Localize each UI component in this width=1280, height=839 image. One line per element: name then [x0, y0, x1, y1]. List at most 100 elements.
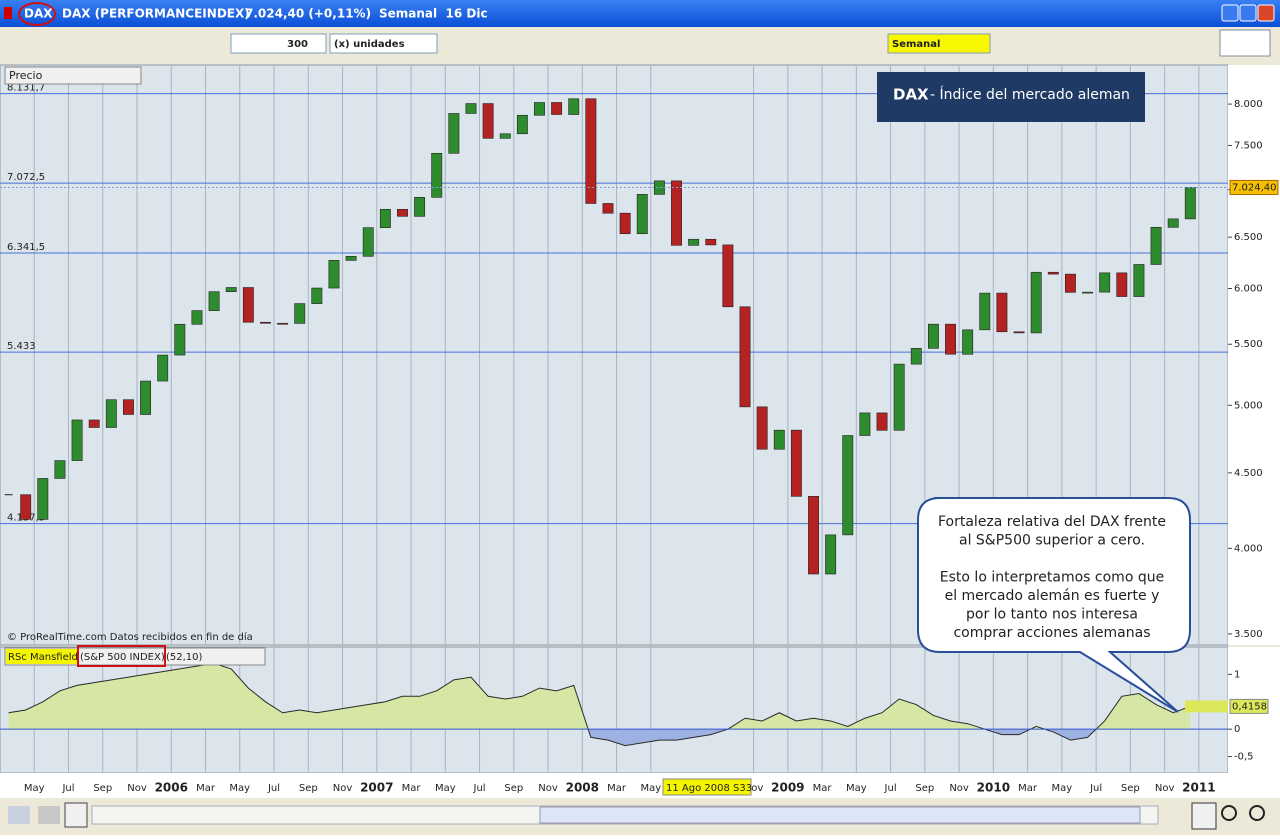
- rsc-last: 0,4158: [1232, 701, 1267, 712]
- candle: [20, 494, 32, 520]
- units-value: 300: [287, 39, 308, 50]
- candle: [1167, 218, 1179, 228]
- candle: [157, 354, 169, 382]
- callout-line: al S&P500 superior a cero.: [959, 533, 1145, 549]
- level-label: 7.072,5: [7, 172, 45, 183]
- candle: [842, 435, 854, 536]
- zoom-in-button[interactable]: [1249, 805, 1265, 821]
- candle: [619, 212, 631, 235]
- candle: [225, 287, 237, 292]
- symbol[interactable]: DAX: [24, 7, 53, 21]
- candle: [653, 180, 665, 195]
- x-tick-label: 2007: [360, 781, 393, 795]
- candle: [671, 180, 682, 246]
- candle: [311, 287, 323, 304]
- callout-line: Esto lo interpretamos como que: [940, 570, 1164, 586]
- y-tick-label: 5.000: [1234, 400, 1263, 411]
- callout: [917, 497, 1191, 713]
- title-bar: [0, 0, 1280, 27]
- candle: [722, 244, 734, 308]
- candle: [465, 103, 477, 114]
- x-tick-label: 2008: [566, 781, 599, 795]
- callout-line: Fortaleza relativa del DAX frente: [938, 514, 1166, 530]
- last-price-box: [1229, 179, 1279, 195]
- x-tick-label: Nov: [333, 783, 353, 794]
- candle: [174, 323, 186, 356]
- chart-type-button[interactable]: [1219, 29, 1271, 57]
- y-tick-label: 3.500: [1234, 629, 1263, 640]
- x-tick-label: 2011: [1182, 781, 1215, 795]
- annotation-box: [877, 72, 1145, 122]
- callout-line: el mercado alemán es fuerte y: [945, 588, 1160, 604]
- candle: [482, 103, 494, 139]
- candle: [362, 227, 374, 257]
- candle: [397, 208, 408, 217]
- candle: [105, 399, 117, 428]
- print-button[interactable]: [38, 806, 60, 824]
- x-tick-label: Nov: [949, 783, 969, 794]
- candle: [1099, 272, 1111, 293]
- close-button[interactable]: [1257, 4, 1275, 22]
- candle: [534, 102, 545, 116]
- x-tick-label: Mar: [196, 783, 216, 794]
- y-tick-label: 4.000: [1234, 543, 1263, 554]
- units-dropdown[interactable]: [329, 33, 438, 54]
- candle: [242, 287, 254, 323]
- timeframe-dropdown[interactable]: [887, 33, 991, 54]
- indicator-params: (52,10): [166, 652, 203, 663]
- candle: [88, 419, 100, 428]
- x-tick-label: Mar: [402, 783, 422, 794]
- candle: [140, 380, 152, 415]
- candle: [1150, 226, 1162, 265]
- x-tick-label: May: [435, 783, 456, 794]
- price-header: [4, 66, 142, 85]
- candle: [1133, 264, 1145, 297]
- minimize-button[interactable]: [1221, 4, 1239, 22]
- screenshot-button[interactable]: [8, 806, 30, 824]
- scroll-thumb[interactable]: [539, 806, 1141, 824]
- candle: [516, 114, 528, 135]
- candle: [1030, 271, 1042, 334]
- x-tick-label: May: [640, 783, 661, 794]
- candle: [688, 238, 700, 246]
- candle: [379, 208, 391, 228]
- x-tick-label: Jul: [473, 783, 486, 794]
- candle: [636, 194, 648, 235]
- candle: [893, 363, 905, 431]
- candle: [602, 203, 614, 214]
- cursor-button[interactable]: [64, 802, 88, 828]
- x-tick-label: Sep: [915, 783, 934, 794]
- x-tick-label: May: [229, 783, 250, 794]
- candle: [1064, 273, 1076, 293]
- price-axis: [1228, 65, 1280, 645]
- candle: [448, 113, 460, 154]
- candle: [551, 102, 563, 115]
- level-label: 8.131,7: [7, 83, 45, 94]
- zoom-fit-button[interactable]: [1191, 802, 1217, 830]
- zoom-out-button[interactable]: [1221, 805, 1237, 821]
- candle: [962, 329, 974, 355]
- indicator-reference: (S&P 500 INDEX): [80, 652, 165, 663]
- candle: [876, 412, 888, 431]
- candle: [71, 419, 83, 461]
- symbol-highlight: [18, 2, 56, 26]
- y-tick-label: -0,5: [1234, 752, 1254, 763]
- x-tick-label: Mar: [1018, 783, 1038, 794]
- level-label: 6.341,5: [7, 242, 45, 253]
- timeframe: Semanal: [892, 39, 940, 50]
- x-tick-label: Sep: [93, 783, 112, 794]
- units-input[interactable]: [230, 33, 327, 54]
- reference-highlight: [77, 645, 166, 667]
- x-tick-label: Mar: [813, 783, 833, 794]
- candle: [945, 323, 956, 355]
- x-tick-label: Jul: [61, 783, 74, 794]
- candle: [996, 292, 1008, 333]
- x-tick-label: May: [846, 783, 867, 794]
- y-tick-label: 6.500: [1234, 232, 1263, 243]
- x-tick-label: Jul: [884, 783, 897, 794]
- candle: [568, 98, 580, 115]
- candle: [1047, 271, 1059, 275]
- candle: [260, 321, 271, 324]
- maximize-button[interactable]: [1239, 4, 1257, 22]
